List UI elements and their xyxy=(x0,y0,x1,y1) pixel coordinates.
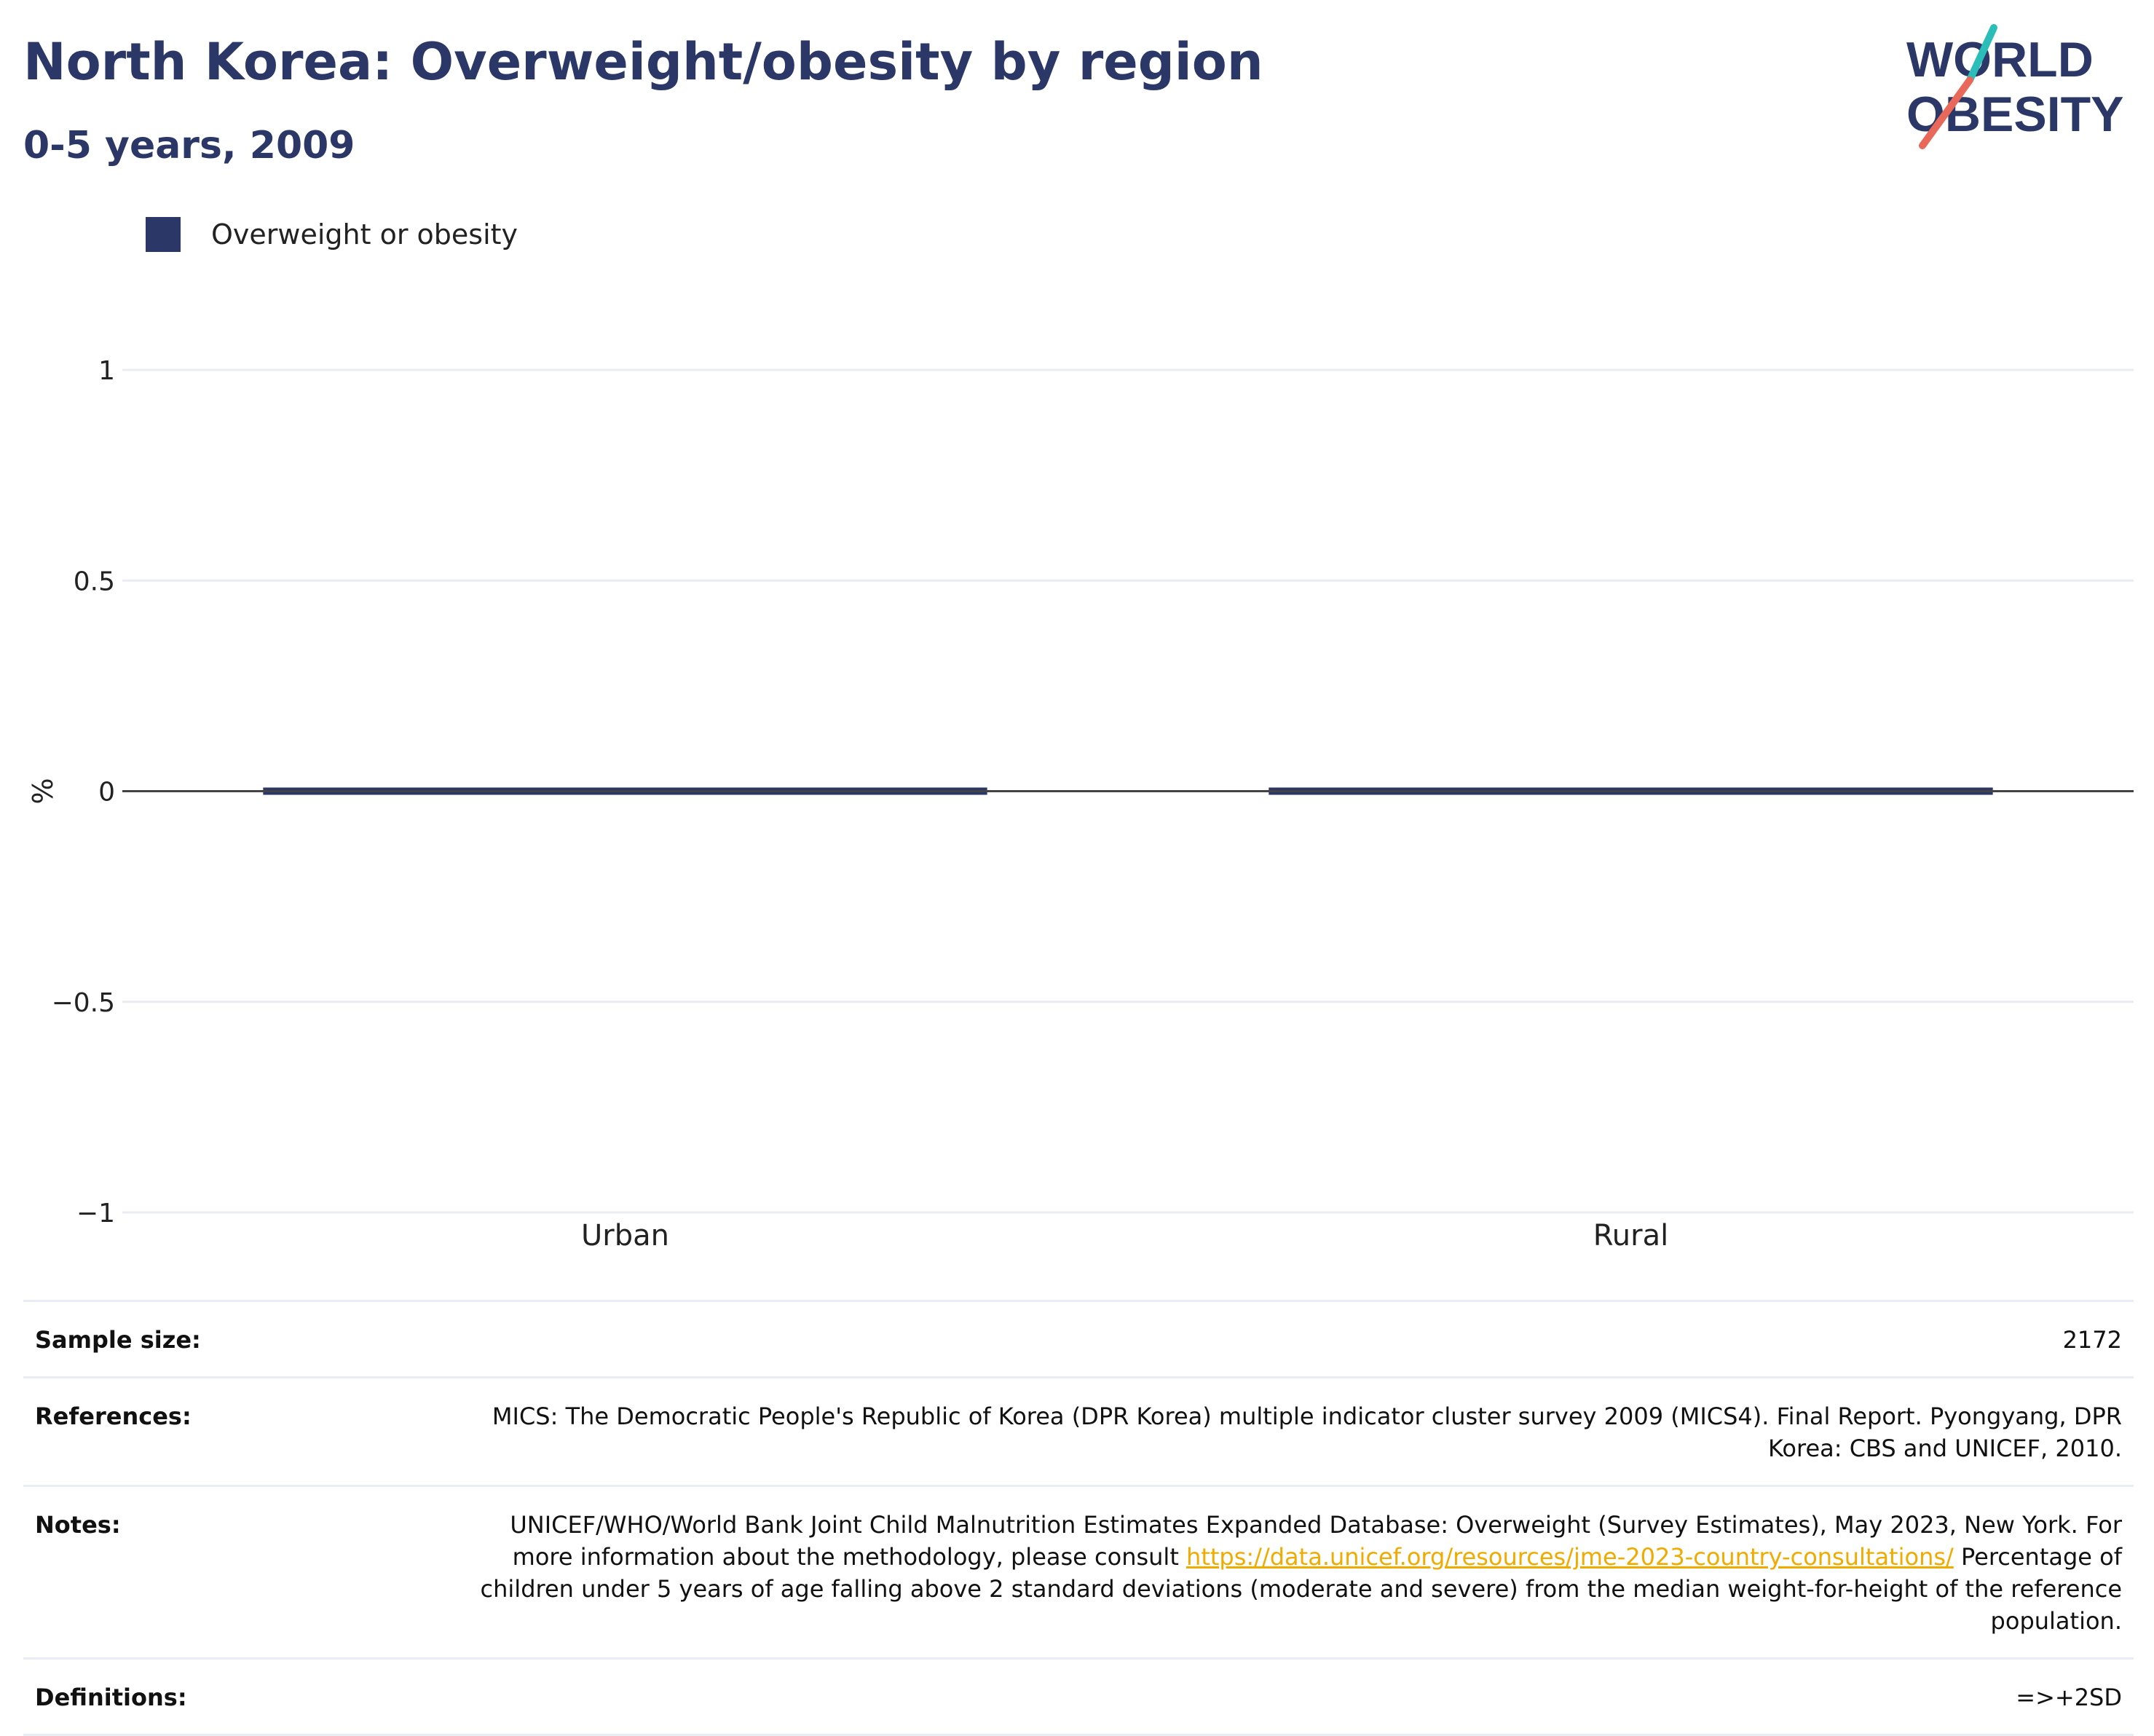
references-label: References: xyxy=(35,1402,192,1430)
notes-text-2: Percentage of children under 5 years of … xyxy=(480,1543,2122,1635)
info-table: Sample size: 2172 References: MICS: The … xyxy=(23,1300,2134,1736)
sample-size-row: Sample size: 2172 xyxy=(23,1300,2134,1376)
logo-slash-top xyxy=(1966,24,1997,84)
y-tick-label: −0.5 xyxy=(52,988,115,1018)
logo-slash-bottom xyxy=(1919,76,1973,149)
sample-size-value: 2172 xyxy=(2062,1326,2122,1354)
definitions-label: Definitions: xyxy=(35,1684,187,1711)
legend-swatch xyxy=(146,217,181,252)
chart-subtitle: 0-5 years, 2009 xyxy=(23,124,355,167)
definitions-value: =>+2SD xyxy=(2016,1684,2122,1711)
bar-chart: 1 0.5 0 −0.5 −1% Urban Rural xyxy=(27,356,2134,1252)
y-tick-label: 0.5 xyxy=(74,567,115,596)
chart-legend[interactable]: Overweight or obesity xyxy=(146,217,518,252)
y-tick-label: 1 xyxy=(98,356,115,386)
world-obesity-logo[interactable]: WORLD OBESITY xyxy=(1901,22,2141,153)
y-axis-label: % xyxy=(27,778,59,804)
notes-link[interactable]: https://data.unicef.org/resources/jme-20… xyxy=(1186,1543,1954,1571)
notes-row: Notes: UNICEF/WHO/World Bank Joint Child… xyxy=(23,1485,2134,1657)
legend-label: Overweight or obesity xyxy=(211,218,518,250)
notes-value: UNICEF/WHO/World Bank Joint Child Malnut… xyxy=(443,1509,2122,1637)
x-tick-label: Urban xyxy=(581,1219,669,1252)
y-tick-label: 0 xyxy=(98,778,115,808)
sample-size-label: Sample size: xyxy=(35,1326,201,1354)
x-tick-label: Rural xyxy=(1593,1219,1668,1252)
notes-text-1: UNICEF/WHO/World Bank Joint Child Malnut… xyxy=(510,1511,2122,1571)
logo-line1: WORLD xyxy=(1906,32,2094,87)
references-row: References: MICS: The Democratic People'… xyxy=(23,1376,2134,1485)
references-value: MICS: The Democratic People's Republic o… xyxy=(492,1402,2122,1462)
y-tick-label: −1 xyxy=(76,1199,115,1228)
definitions-row: Definitions: =>+2SD xyxy=(23,1657,2134,1736)
chart-title: North Korea: Overweight/obesity by regio… xyxy=(23,32,1263,92)
notes-label: Notes: xyxy=(35,1511,121,1539)
